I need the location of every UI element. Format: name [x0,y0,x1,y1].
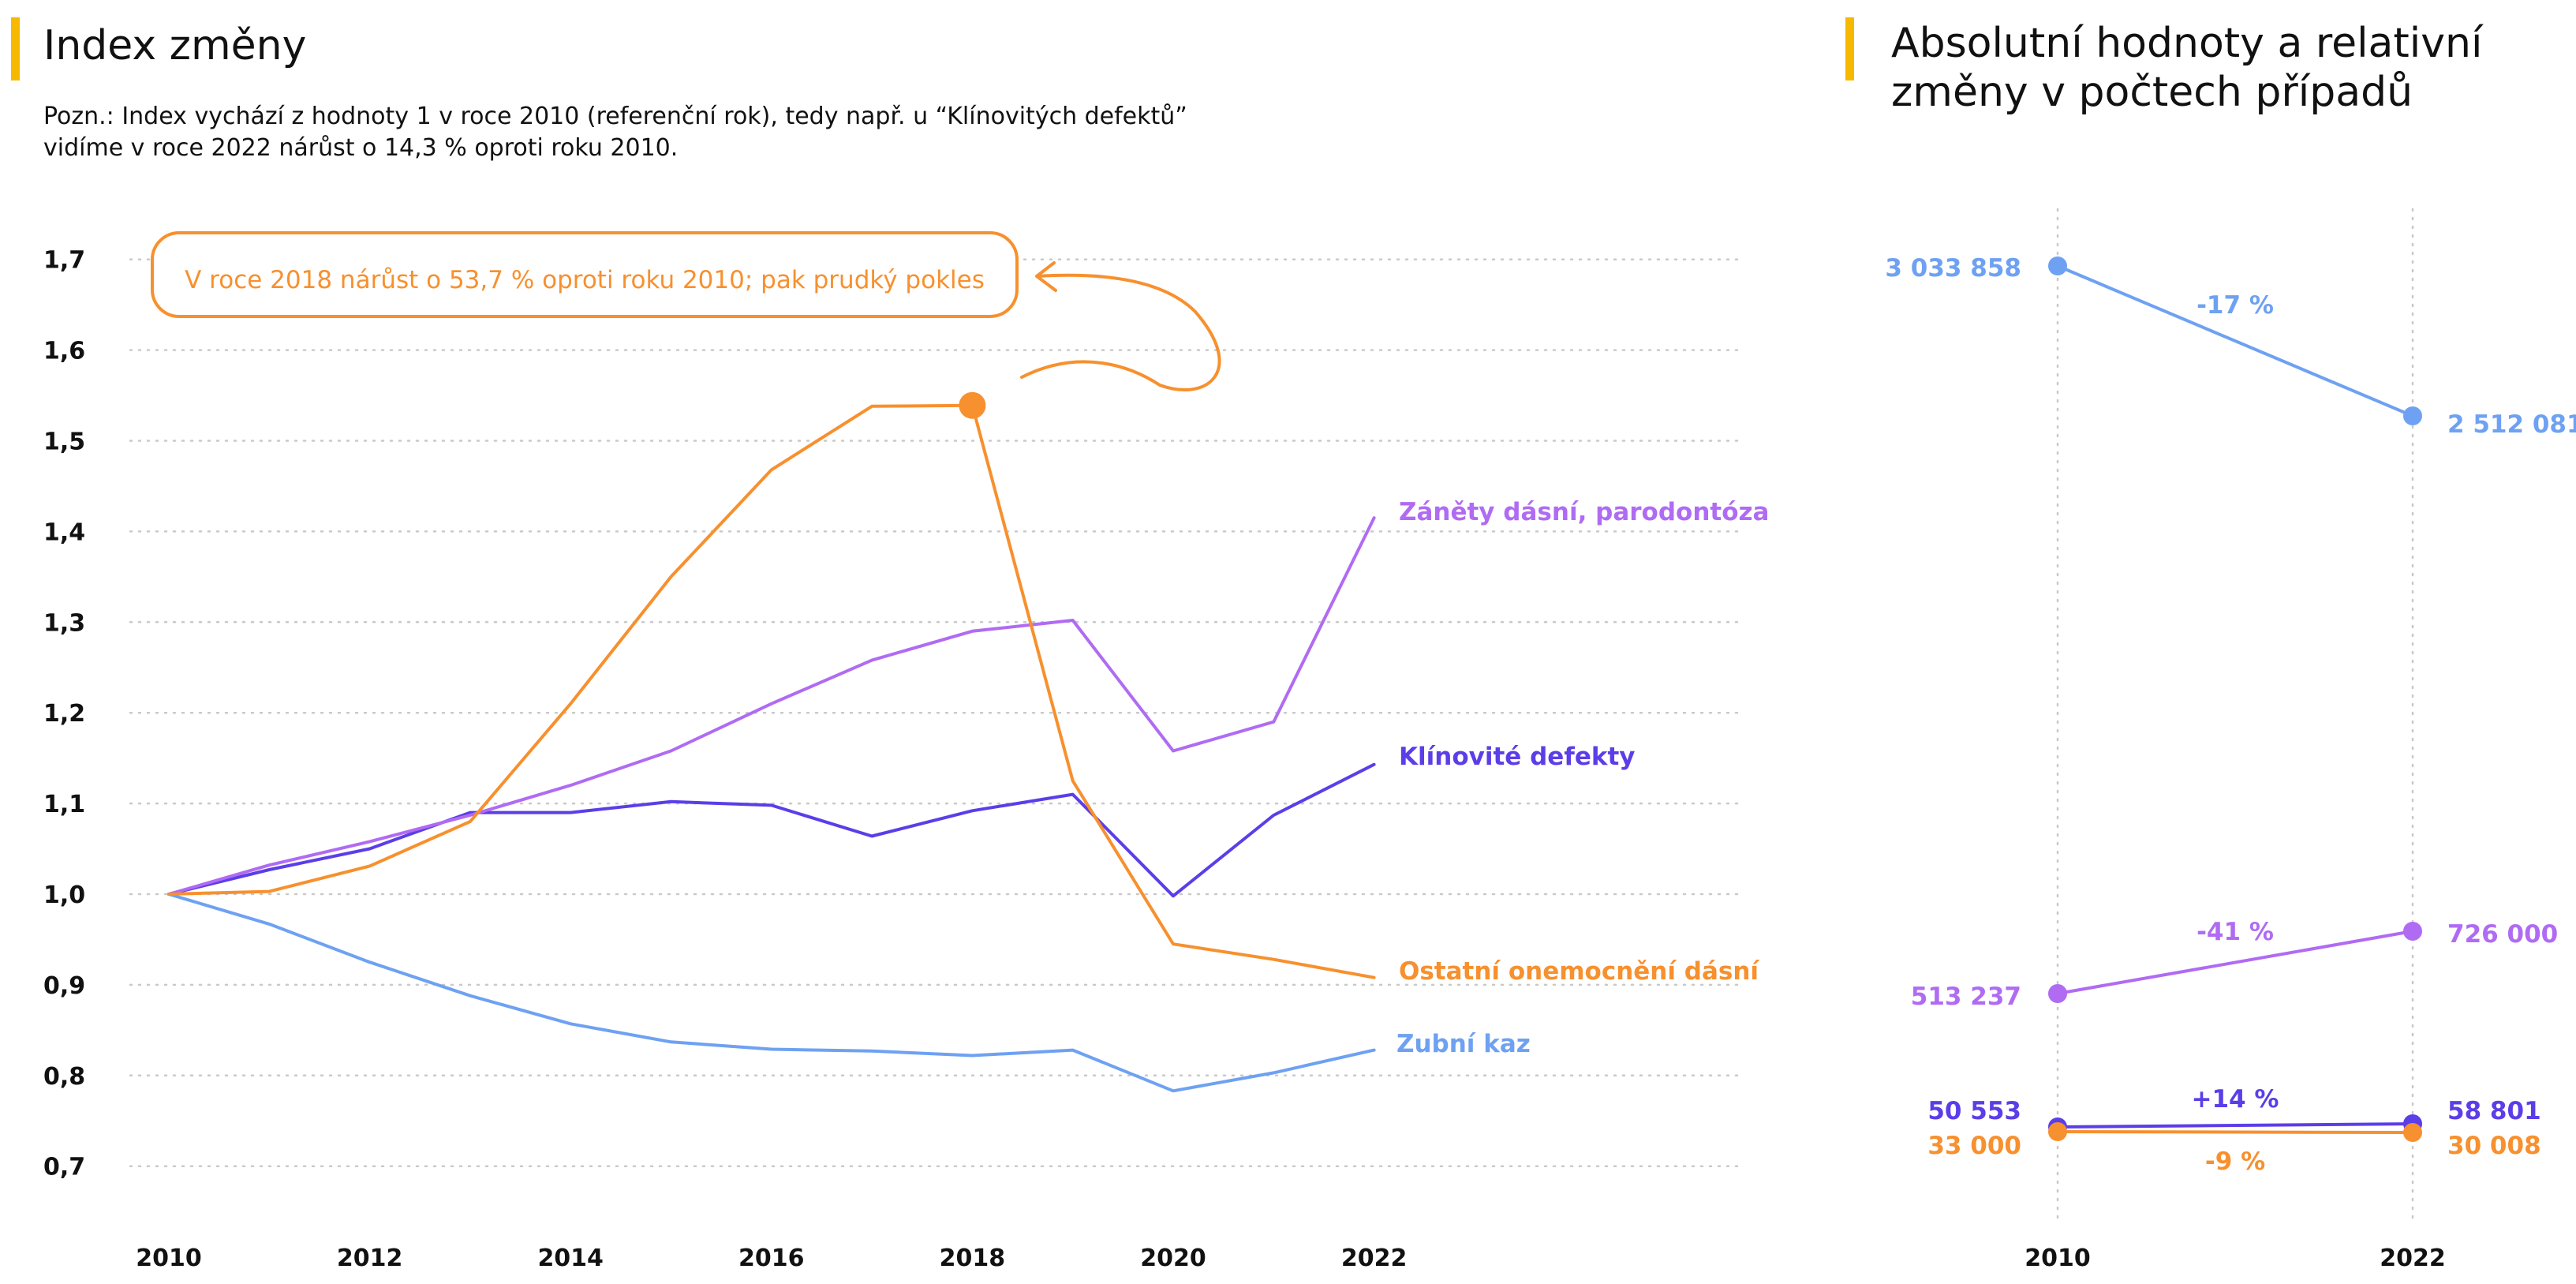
slope-chart-title-line-2: změny v počtech případů [1891,69,2413,116]
annotation-arrowhead [1035,261,1057,292]
slope-change-label: -17 % [2197,291,2274,320]
slope-point-start [2048,984,2067,1003]
series-label-zanety: Záněty dásní, parodontóza [1399,498,1769,526]
series-label-klinovite: Klínovité defekty [1399,743,1635,771]
y-tick-label: 1,3 [43,609,85,637]
slope-start-value: 33 000 [1927,1132,2021,1160]
y-tick-label: 1,5 [43,429,85,456]
slope-chart: 2010 2022 3 033 858 2 512 081 -17 % 513 237 72… [1885,208,2576,1272]
y-tick-label: 0,8 [43,1063,85,1091]
y-tick-label: 0,7 [43,1154,85,1181]
series-label-zubni-kaz: Zubní kaz [1396,1030,1531,1058]
accent-bar-left [11,17,20,80]
annotation-callout: V roce 2018 nárůst o 53,7 % oproti roku … [151,231,1221,392]
x-tick-label: 2014 [537,1245,604,1272]
line-chart-note-line-1: Pozn.: Index vychází z hodnoty 1 v roce … [43,103,1187,130]
slope-line-klinovite [2057,1122,2413,1129]
slope-point-start [2048,1122,2067,1141]
y-tick-label: 0,9 [43,972,85,1000]
series-line-ostatni [167,403,1376,979]
series-line-klinovite [167,762,1376,898]
line-chart-title: Index změny [43,22,306,69]
series-label-ostatni: Ostatní onemocnění dásní [1399,957,1759,986]
y-tick-label: 1,0 [43,882,85,909]
x-tick-label: 2020 [1140,1245,1206,1272]
slope-end-value: 58 801 [2447,1097,2541,1125]
x-tick-label: 2010 [136,1245,202,1272]
slope-end-value: 30 008 [2447,1132,2541,1160]
slope-chart-title-line-1: Absolutní hodnoty a relativní [1891,20,2484,67]
slope-end-value: 2 512 081 [2447,410,2576,439]
accent-bar-right [1845,17,1854,80]
slope-point-end [2403,406,2422,425]
slope-start-value: 50 553 [1927,1097,2021,1125]
line-chart-series-labels: Zubní kaz Klínovité defekty Záněty dásní, … [1396,498,1769,1058]
line-chart-series [167,391,1376,1093]
line-chart-x-axis: 2010 2012 2014 2016 2018 2020 2022 [136,1245,1407,1272]
annotation-text: V roce 2018 nárůst o 53,7 % oproti roku … [185,266,985,294]
slope-start-value: 3 033 858 [1885,254,2021,283]
x-tick-label: 2012 [337,1245,403,1272]
x-tick-label: 2022 [1341,1245,1408,1272]
slope-line-zubni-kaz [2057,264,2413,417]
line-chart-note-line-2: vidíme v roce 2022 nárůst o 14,3 % oprot… [43,134,678,162]
highlight-point [959,391,986,419]
slope-point-start [2048,256,2067,275]
slope-x-tick-label: 2022 [2380,1245,2446,1272]
y-tick-label: 1,4 [43,518,85,546]
line-chart-y-axis: 0,7 0,8 0,9 1,0 1,1 1,2 1,3 1,4 1,5 1,6 1,7 [43,247,85,1181]
slope-point-end [2403,1123,2422,1142]
y-tick-label: 1,6 [43,338,85,365]
slope-change-label: -9 % [2205,1147,2265,1176]
slope-change-label: -41 % [2197,918,2274,946]
x-tick-label: 2016 [738,1245,805,1272]
slope-point-end [2403,922,2422,941]
slope-start-value: 513 237 [1911,983,2021,1011]
series-line-zubni-kaz [167,893,1376,1093]
annotation-arrow [1020,273,1221,392]
y-tick-label: 1,1 [43,791,85,818]
slope-x-tick-label: 2010 [2025,1245,2091,1272]
slope-change-label: +14 % [2192,1085,2279,1114]
series-line-zanety [167,516,1376,896]
slope-line-zanety [2057,930,2413,995]
slope-end-value: 726 000 [2447,920,2558,949]
annotation-box [151,231,1019,318]
x-tick-label: 2018 [940,1245,1006,1272]
y-tick-label: 1,7 [43,247,85,275]
y-tick-label: 1,2 [43,700,85,728]
